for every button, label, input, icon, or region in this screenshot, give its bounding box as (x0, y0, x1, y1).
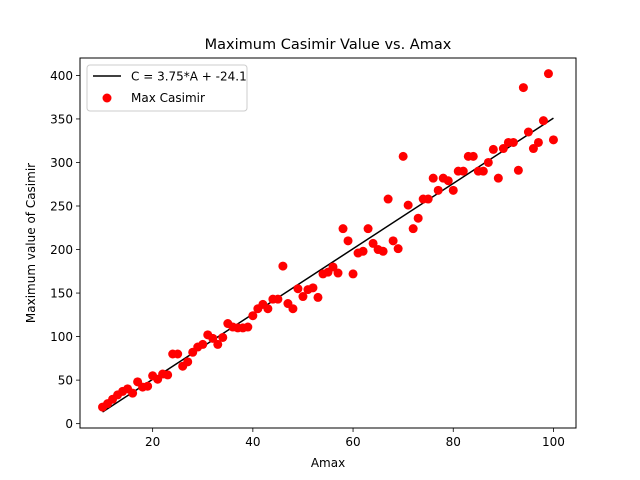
scatter-point (198, 339, 208, 349)
scatter-point (183, 357, 193, 367)
scatter-point (508, 137, 518, 147)
scatter-point (458, 166, 468, 176)
scatter-point (398, 151, 408, 161)
scatter-point (523, 127, 533, 137)
legend-marker-swatch (102, 93, 112, 103)
chart-title: Maximum Casimir Value vs. Amax (205, 37, 452, 53)
scatter-point (498, 144, 508, 154)
scatter-point (448, 185, 458, 195)
scatter-point (533, 137, 543, 147)
scatter-point (308, 283, 318, 293)
y-axis-label: Maximum value of Casimir (24, 163, 38, 323)
x-tick-label: 100 (542, 435, 565, 449)
scatter-point (343, 236, 353, 246)
scatter-point (513, 165, 523, 175)
scatter-point (518, 83, 528, 93)
scatter-point (393, 244, 403, 254)
scatter-point (433, 185, 443, 195)
scatter-point (423, 194, 433, 204)
scatter-point (413, 213, 423, 223)
scatter-point (428, 173, 438, 183)
y-tick-label: 150 (50, 287, 73, 301)
scatter-point (528, 144, 538, 154)
scatter-point (538, 116, 548, 126)
scatter-point (328, 262, 338, 272)
scatter-point (248, 311, 258, 321)
legend-label-fit-line: C = 3.75*A + -24.1 (131, 70, 247, 84)
y-tick-label: 350 (50, 112, 73, 126)
y-tick-label: 0 (65, 417, 73, 431)
y-tick-label: 400 (50, 69, 73, 83)
scatter-point (543, 69, 553, 79)
y-tick-label: 300 (50, 156, 73, 170)
scatter-point (483, 157, 493, 167)
scatter-point (338, 224, 348, 234)
x-tick-label: 40 (245, 435, 260, 449)
scatter-point (493, 173, 503, 183)
scatter-point (213, 339, 223, 349)
scatter-point (293, 284, 303, 294)
scatter-point (548, 135, 558, 145)
y-tick-label: 50 (58, 374, 73, 388)
legend: C = 3.75*A + -24.1 Max Casimir (86, 64, 248, 112)
scatter-point (218, 332, 228, 342)
x-tick-label: 80 (446, 435, 461, 449)
scatter-point (363, 224, 373, 234)
y-axis: 0 50 100 150 200 250 300 350 400 (50, 69, 80, 431)
scatter-point (488, 144, 498, 154)
scatter-point (443, 176, 453, 186)
x-axis-label: Amax (311, 456, 345, 470)
scatter-point (408, 224, 418, 234)
scatter-point (313, 292, 323, 302)
scatter-point (298, 292, 308, 302)
scatter-point (243, 322, 253, 332)
scatter-point (273, 294, 283, 304)
scatter-point (358, 246, 368, 256)
plot-area (98, 69, 558, 413)
scatter-point (383, 194, 393, 204)
scatter-point (263, 304, 273, 314)
scatter-point (288, 304, 298, 314)
scatter-point (368, 238, 378, 248)
scatter-point (388, 236, 398, 246)
scatter-point (378, 246, 388, 256)
legend-box (86, 64, 248, 112)
x-tick-label: 60 (345, 435, 360, 449)
y-tick-label: 200 (50, 243, 73, 257)
legend-label-max-casimir: Max Casimir (131, 91, 205, 105)
scatter-point (468, 151, 478, 161)
scatter-point (163, 370, 173, 380)
y-tick-label: 100 (50, 330, 73, 344)
scatter-point (333, 268, 343, 278)
scatter-point (143, 381, 153, 391)
x-tick-label: 20 (145, 435, 160, 449)
scatter-point (128, 388, 138, 398)
axes-frame (79, 57, 577, 429)
scatter-point (478, 166, 488, 176)
x-axis: 20 40 60 80 100 (145, 428, 565, 449)
scatter-point (348, 269, 358, 279)
scatter-point (173, 349, 183, 359)
y-tick-label: 250 (50, 200, 73, 214)
scatter-point (278, 261, 288, 271)
scatter-point (208, 333, 218, 343)
scatter-point (403, 200, 413, 210)
